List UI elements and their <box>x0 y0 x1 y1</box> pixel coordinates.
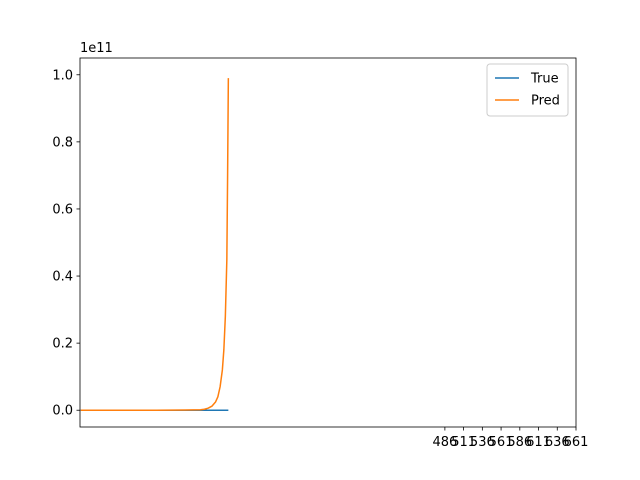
y-tick-label: 0.2 <box>52 337 73 352</box>
x-tick-label: 536 <box>470 435 495 450</box>
y-tick-label: 0.8 <box>52 135 73 150</box>
y-tick-label: 0.6 <box>52 202 73 217</box>
axes: 0.0 0.2 0.4 0.6 0.8 1.0 4865115365615866116366… <box>52 57 589 450</box>
axes-frame <box>79 57 577 428</box>
y-scale-label: 1e11 <box>80 41 113 56</box>
x-tick-label: 586 <box>507 435 532 450</box>
series-line-pred <box>80 78 230 411</box>
x-tick-label: 661 <box>564 435 589 450</box>
x-tick-label: 636 <box>545 435 570 450</box>
y-tick-label: 0.4 <box>52 270 73 285</box>
legend-box <box>486 63 569 117</box>
y-tick-label: 0.0 <box>52 404 73 419</box>
y-tick-label: 1.0 <box>52 68 73 83</box>
plot-area <box>80 78 230 411</box>
legend-label-pred: Pred <box>531 94 560 109</box>
legend: True Pred <box>486 63 569 117</box>
x-tick-label: 511 <box>451 435 476 450</box>
x-tick-label: 486 <box>432 435 457 450</box>
legend-label-true: True <box>530 72 559 87</box>
x-tick-label: 561 <box>489 435 514 450</box>
x-tick-label: 611 <box>526 435 551 450</box>
